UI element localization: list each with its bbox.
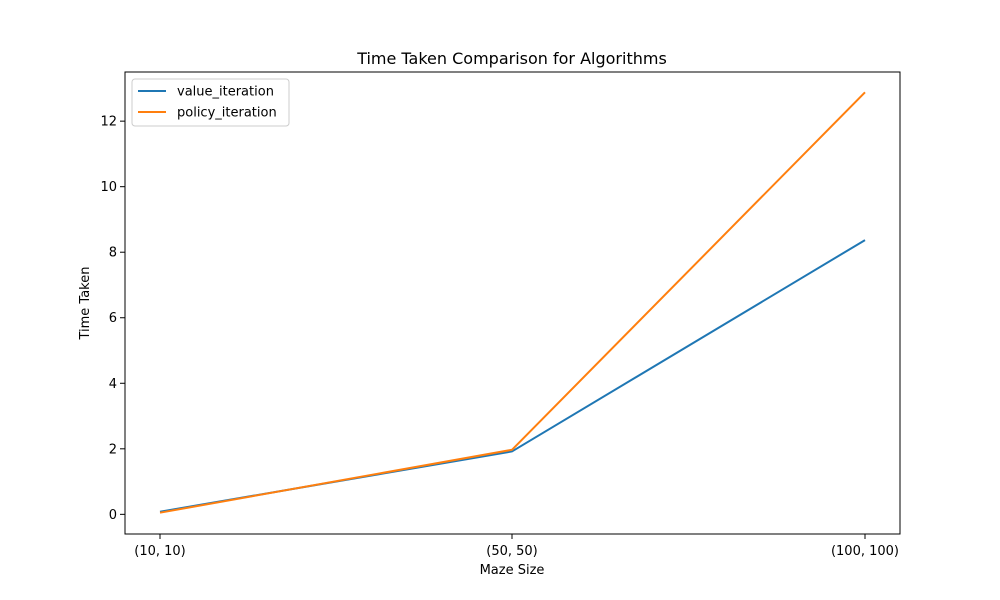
series-line-value-iteration (159, 239, 866, 513)
x-tick-label: (50, 50) (486, 544, 538, 559)
y-axis: 0 2 4 6 8 10 12 (100, 115, 125, 523)
y-tick-label: 8 (109, 246, 117, 261)
series-line-policy-iteration (159, 91, 866, 514)
legend-label: value_iteration (177, 85, 274, 100)
legend-label: policy_iteration (177, 106, 277, 121)
legend: value_iteration policy_iteration (131, 78, 290, 127)
plot-area (159, 91, 866, 514)
y-tick-label: 2 (109, 442, 117, 457)
y-tick-label: 0 (109, 508, 117, 523)
y-tick-label: 6 (109, 311, 117, 326)
x-tick-label: (100, 100) (831, 544, 899, 559)
legend-box (131, 78, 290, 127)
y-axis-label: Time Taken (78, 266, 93, 340)
y-tick-label: 4 (109, 377, 117, 392)
y-tick-label: 12 (100, 115, 117, 130)
x-axis-label: Maze Size (480, 563, 545, 578)
x-axis: (10, 10) (50, 50) (100, 100) (134, 534, 899, 559)
y-tick-label: 10 (100, 180, 117, 195)
plot-frame (124, 71, 901, 535)
chart-title: Time Taken Comparison for Algorithms (356, 49, 667, 68)
x-tick-label: (10, 10) (134, 544, 186, 559)
